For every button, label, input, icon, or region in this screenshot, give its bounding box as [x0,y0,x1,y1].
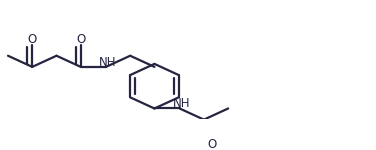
Text: NH: NH [99,56,117,69]
Text: O: O [27,33,37,45]
Text: NH: NH [173,97,190,110]
Text: O: O [76,33,85,45]
Text: O: O [207,138,217,150]
